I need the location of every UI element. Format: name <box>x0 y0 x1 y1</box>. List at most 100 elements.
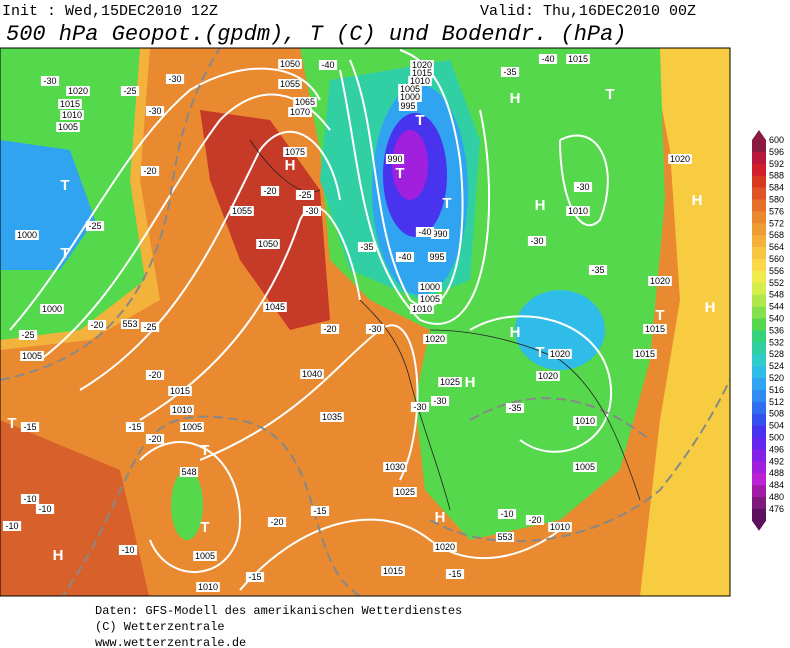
contour-label: 1030 <box>383 462 407 472</box>
colorbar-swatch <box>752 199 766 212</box>
contour-label-bg <box>118 545 138 555</box>
pressure-center: H <box>510 90 521 107</box>
contour-label-text: -30 <box>305 206 318 216</box>
pressure-center: H <box>510 324 521 341</box>
contour-label-bg <box>60 110 84 120</box>
contour-label: 1020 <box>648 276 672 286</box>
contour-label: 1035 <box>320 412 344 422</box>
contour-label: 1045 <box>263 302 287 312</box>
contour-label: -20 <box>145 370 165 380</box>
contour-label-text: 1005 <box>22 351 42 361</box>
contour-label-text: -20 <box>323 324 336 334</box>
contour-label-bg <box>40 76 60 86</box>
contour-label: 1005 <box>398 84 422 94</box>
contour-label-bg <box>383 462 407 472</box>
pressure-center: T <box>200 442 209 459</box>
pressure-center: H <box>435 509 446 526</box>
colorbar-swatch <box>752 378 766 391</box>
contour-label-text: 1040 <box>302 369 322 379</box>
contour-label: -20 <box>267 517 287 527</box>
contour-label-text: 548 <box>181 467 196 477</box>
contour-label: -25 <box>120 86 140 96</box>
colorbar-swatch <box>752 425 766 438</box>
pressure-center: H <box>465 374 476 391</box>
colorbar-label: 592 <box>769 159 784 169</box>
colorbar-label: 480 <box>769 492 784 502</box>
contour-label-text: -20 <box>90 320 103 330</box>
contour-label: 1075 <box>283 147 307 157</box>
contour-label-text: -20 <box>143 166 156 176</box>
contour-label-bg <box>385 154 405 164</box>
footer-line: www.wetterzentrale.de <box>95 636 246 648</box>
contour-label: 1010 <box>196 582 220 592</box>
contour-label-text: -35 <box>591 265 604 275</box>
contour-label-text: 1055 <box>280 79 300 89</box>
contour-label: -35 <box>500 67 520 77</box>
contour-label-text: 1005 <box>182 422 202 432</box>
contour-label-bg <box>433 542 457 552</box>
contour-label: 1005 <box>20 351 44 361</box>
pressure-center: H <box>535 197 546 214</box>
contour-label: -20 <box>140 166 160 176</box>
contour-label-bg <box>500 67 520 77</box>
contour-label: -35 <box>357 242 377 252</box>
contour-label-bg <box>527 236 547 246</box>
contour-label-text: 1000 <box>17 230 37 240</box>
contour-label-bg <box>288 107 312 117</box>
colorbar-label: 564 <box>769 242 784 252</box>
contour-label-text: -40 <box>541 54 554 64</box>
colorbar-swatch <box>752 508 766 522</box>
contour-label-bg <box>56 122 80 132</box>
colorbar-label: 556 <box>769 266 784 276</box>
contour-label: 1020 <box>410 60 434 70</box>
contour-label-bg <box>230 206 254 216</box>
contour-label: -40 <box>395 252 415 262</box>
contour-label-bg <box>318 60 338 70</box>
colorbar-label: 484 <box>769 480 784 490</box>
colorbar-swatch <box>752 282 766 295</box>
contour-label-bg <box>398 84 422 94</box>
contour-label-bg <box>293 97 317 107</box>
contour-label-bg <box>408 76 432 86</box>
contour-label-text: -25 <box>143 322 156 332</box>
contour-label-text: -35 <box>503 67 516 77</box>
contour-label-bg <box>410 60 434 70</box>
contour-label: -10 <box>118 545 138 555</box>
contour-label: 1020 <box>536 371 560 381</box>
pressure-center: T <box>605 86 614 103</box>
contour-label-text: 1010 <box>550 522 570 532</box>
contour-label: 1020 <box>668 154 692 164</box>
contour-label-text: 1020 <box>538 371 558 381</box>
contour-label-bg <box>18 330 38 340</box>
contour-label: 1020 <box>548 349 572 359</box>
colorbar-label: 512 <box>769 397 784 407</box>
contour-label: -30 <box>573 182 593 192</box>
colorbar-label: 552 <box>769 278 784 288</box>
contour-label: -20 <box>145 434 165 444</box>
contour-label-text: -20 <box>270 517 283 527</box>
contour-label: -35 <box>588 265 608 275</box>
contour-label: 1010 <box>573 416 597 426</box>
contour-label-text: 1000 <box>42 304 62 314</box>
contour-label: 1055 <box>278 79 302 89</box>
colorbar-swatch <box>752 163 766 176</box>
contour-label-text: -30 <box>168 74 181 84</box>
contour-label-bg <box>427 252 447 262</box>
contour-label-bg <box>295 190 315 200</box>
colorbar-swatch <box>752 247 766 260</box>
colorbar-swatch <box>752 401 766 414</box>
contour-label-bg <box>395 252 415 262</box>
contour-label-bg <box>15 230 39 240</box>
pressure-center: T <box>60 177 69 194</box>
contour-label-bg <box>410 68 434 78</box>
contour-label-bg <box>196 582 220 592</box>
contour-label-bg <box>548 349 572 359</box>
colorbar-swatch <box>752 330 766 343</box>
contour-label-bg <box>145 434 165 444</box>
contour-label-bg <box>423 334 447 344</box>
contour-label: -25 <box>140 322 160 332</box>
contour-label-bg <box>20 351 44 361</box>
contour-label: -15 <box>20 422 40 432</box>
colorbar-label: 588 <box>769 171 784 181</box>
